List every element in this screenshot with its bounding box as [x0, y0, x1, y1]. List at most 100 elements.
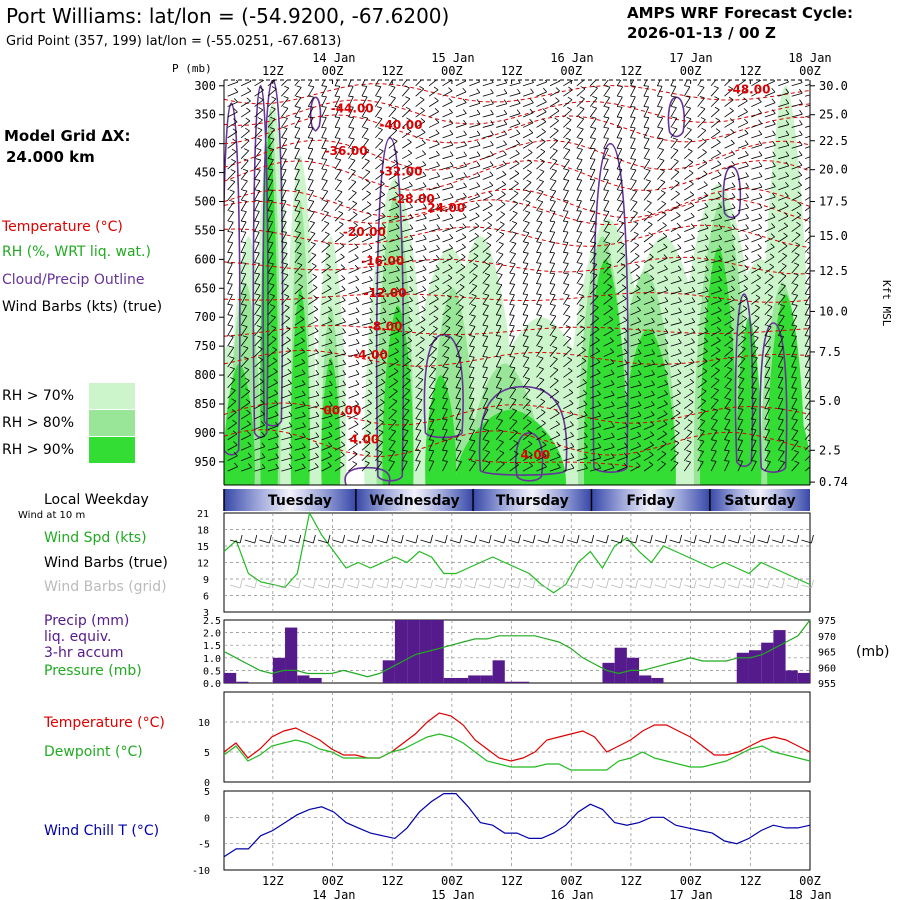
- wind-barb-flag: [567, 106, 572, 111]
- wind-barb-flag: [308, 95, 314, 98]
- wind-barb-shaft: [777, 356, 784, 368]
- wind-barb-shaft: [683, 441, 692, 451]
- wind-barb-flag: [632, 200, 638, 203]
- wind-barb: [482, 191, 493, 201]
- wind-barb-shaft: [670, 128, 678, 139]
- wind-barb: [522, 169, 532, 180]
- wind-barb-flag: [783, 222, 789, 227]
- wind-barb-flag: [650, 421, 655, 426]
- wind-barb-shaft: [240, 273, 247, 284]
- wind-barb: [401, 85, 410, 97]
- wind-barb: [616, 422, 629, 430]
- wind-barb: [267, 314, 276, 326]
- wind-barb: [375, 388, 385, 399]
- wind-barb-flag: [514, 461, 519, 466]
- wind-barb-shaft: [684, 259, 695, 264]
- wind-barb: [321, 106, 327, 118]
- wind-barb-flag: [396, 286, 400, 292]
- wind-barb: [616, 199, 624, 211]
- wind-barb-shaft: [281, 80, 288, 87]
- wind-barb-flag: [376, 75, 381, 76]
- wind-barb: [375, 450, 383, 461]
- wind-barb-shaft: [267, 403, 279, 409]
- wind-barb-shaft: [616, 330, 628, 337]
- wind-barb-shaft: [549, 242, 556, 253]
- wind-barb-flag: [685, 95, 691, 98]
- wind-barb-flag: [244, 148, 249, 152]
- wind-barb-shaft: [240, 380, 250, 389]
- wind-barb-flag: [675, 419, 680, 424]
- wind-barb: [348, 232, 359, 243]
- wind-barb: [563, 147, 571, 159]
- wind-barb-flag: [484, 283, 490, 286]
- wind-barb: [603, 369, 615, 378]
- wind-barb: [267, 357, 278, 368]
- wind-barb-flag: [651, 317, 655, 323]
- wind-barb-flag: [245, 127, 250, 132]
- wind-barb: [455, 109, 467, 118]
- wind-barb-flag: [377, 460, 383, 463]
- wind-barb-flag: [241, 199, 247, 202]
- wind-barb-flag: [792, 418, 798, 421]
- rh70-label: RH > 70%: [2, 388, 74, 404]
- wind-barb: [482, 408, 489, 420]
- wind-barb-flag: [307, 137, 313, 139]
- rh80-label: RH > 80%: [2, 415, 74, 431]
- wind-barb-shaft: [536, 191, 544, 201]
- wind-barb-shaft: [321, 117, 327, 128]
- wind-barb-shaft: [791, 144, 803, 149]
- wind-barb-flag: [744, 244, 749, 250]
- wind-barb-flag: [442, 428, 448, 431]
- wind-barb-flag: [792, 293, 798, 296]
- wind-barb-flag: [361, 85, 367, 87]
- wind-barb-flag: [785, 141, 790, 146]
- wind-barb-flag: [315, 411, 320, 417]
- wind-barb-shaft: [428, 308, 439, 316]
- wind-barb-flag: [528, 149, 533, 153]
- wind-barb-shaft: [402, 206, 413, 212]
- wind-barb-flag: [435, 264, 440, 270]
- wind-barb-flag: [394, 181, 399, 186]
- wind-barb: [402, 245, 414, 253]
- wind-barb: [348, 450, 358, 462]
- wind-barb-flag: [362, 106, 368, 108]
- wind-barb: [267, 179, 274, 191]
- wind-barb: [294, 189, 301, 201]
- wind-barb-flag: [314, 337, 319, 343]
- wind-barb-shaft: [616, 180, 623, 191]
- wind-barb-shaft: [469, 440, 476, 451]
- wind-barb-flag: [605, 252, 611, 255]
- wind-barb-flag: [751, 418, 757, 420]
- wind-barb: [670, 307, 682, 316]
- wind-barb-shaft: [455, 246, 466, 253]
- wind-barb: [281, 358, 292, 368]
- wind-barb: [455, 283, 465, 295]
- wind-barb-shaft: [495, 243, 504, 253]
- wind-barb-flag: [737, 439, 743, 441]
- wind-barb-shaft: [778, 245, 788, 253]
- wind-barb: [361, 286, 373, 295]
- wind-barb: [254, 262, 260, 274]
- wind-barb-flag: [530, 88, 534, 93]
- wind-barb-shaft: [603, 243, 611, 253]
- wind-barb-flag: [660, 190, 666, 194]
- wind-barb: [240, 189, 248, 201]
- wind-barb: [751, 284, 761, 295]
- wind-barb-flag: [364, 460, 370, 464]
- wind-barb-flag: [315, 390, 320, 396]
- wind-barb: [509, 345, 515, 357]
- wind-barb-shaft: [388, 140, 398, 149]
- wind-barb-flag: [348, 106, 354, 108]
- wind-barb: [683, 127, 692, 139]
- wind-barb-shaft: [710, 152, 721, 160]
- wind-barb-shaft: [549, 358, 558, 368]
- wind-barb-flag: [499, 221, 505, 225]
- wind-barb-flag: [340, 461, 345, 466]
- wind-barb-flag: [404, 398, 410, 401]
- wind-barb-flag: [281, 241, 288, 244]
- wind-10m-label: Wind at 10 m: [18, 510, 85, 521]
- wind-barb-shaft: [294, 232, 302, 243]
- wind-barb-flag: [469, 397, 475, 400]
- wind-barb: [348, 286, 360, 295]
- wind-barb: [442, 387, 449, 399]
